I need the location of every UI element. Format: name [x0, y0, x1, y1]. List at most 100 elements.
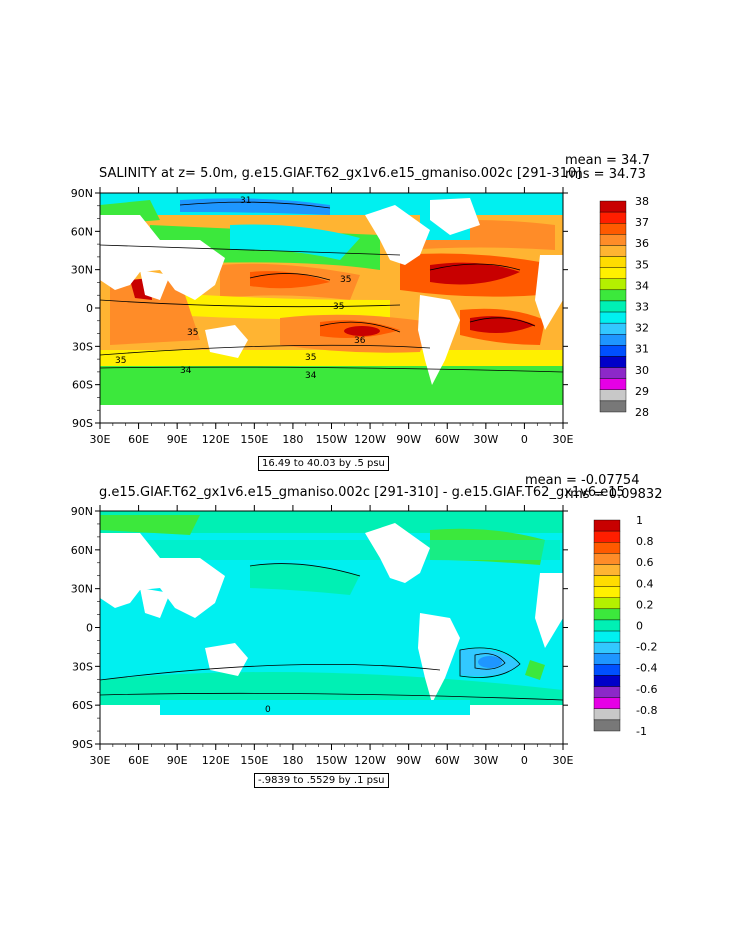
colorbar-label: -0.2	[636, 641, 657, 654]
colorbar-swatch	[599, 378, 627, 390]
colorbar-swatch	[593, 686, 621, 698]
colorbar-swatch	[593, 564, 621, 576]
top-rms: rms = 34.73	[565, 167, 646, 182]
colorbar-label: 36	[635, 237, 649, 250]
colorbar-swatch	[593, 553, 621, 565]
lon-tick-label: 150E	[240, 754, 268, 767]
colorbar-swatch	[593, 697, 621, 709]
lon-tick-label: 120W	[354, 754, 386, 767]
lat-tick-label: 30S	[72, 660, 93, 673]
top-contour-label: 35	[187, 328, 198, 338]
colorbar-label: -0.4	[636, 662, 657, 675]
top-contour-label: 35	[340, 275, 351, 285]
colorbar-label: 37	[635, 216, 649, 229]
colorbar-swatch	[599, 367, 627, 379]
lon-tick-label: 30E	[553, 754, 574, 767]
colorbar-swatch	[599, 345, 627, 357]
colorbar-label: 28	[635, 406, 649, 419]
colorbar-swatch	[593, 586, 621, 598]
colorbar-swatch	[593, 664, 621, 676]
lon-tick-label: 60E	[128, 433, 149, 446]
lon-tick-label: 150W	[316, 754, 348, 767]
lon-tick-label: 30W	[473, 754, 498, 767]
colorbar-swatch	[599, 334, 627, 346]
lon-tick-label: 90E	[167, 754, 188, 767]
top-contour-label: 35	[333, 302, 344, 312]
lon-tick-label: 120W	[354, 433, 386, 446]
colorbar-swatch	[593, 575, 621, 587]
top-axes: 90N 60N 30N 0 30S 60S 90S 30E 60E 90E 120E 150E 180 1…	[71, 187, 574, 446]
top-salinity-field	[100, 193, 563, 423]
colorbar-swatch	[593, 630, 621, 643]
colorbar-label: 0.8	[636, 535, 654, 548]
lon-tick-label: 30E	[90, 433, 111, 446]
lon-tick-label: 150E	[240, 433, 268, 446]
colorbar-label: -0.6	[636, 683, 657, 696]
colorbar-swatch	[599, 256, 627, 268]
lat-tick-label: 30N	[71, 264, 93, 277]
colorbar-label: 33	[635, 301, 649, 314]
colorbar-swatch	[599, 356, 627, 368]
lon-tick-label: 0	[521, 754, 528, 767]
colorbar-swatch	[593, 597, 621, 610]
top-contour-label: 31	[240, 196, 251, 206]
colorbar-swatch	[599, 389, 627, 402]
colorbar-label: 0.6	[636, 556, 654, 569]
colorbar-label: -1	[636, 725, 647, 738]
colorbar-label: 29	[635, 385, 649, 398]
lon-tick-label: 120E	[202, 433, 230, 446]
lat-tick-label: 60N	[71, 225, 93, 238]
lon-tick-label: 0	[521, 433, 528, 446]
colorbar-label: -0.8	[636, 704, 657, 717]
lon-tick-label: 30E	[90, 754, 111, 767]
top-contour-label: 35	[115, 356, 126, 366]
colorbar-swatch	[593, 542, 621, 554]
top-contour-label: 34	[180, 366, 192, 376]
bottom-contour-info: -.9839 to .5529 by .1 psu	[254, 773, 389, 788]
colorbar-swatch	[599, 322, 627, 335]
bottom-mean: mean = -0.07754	[525, 473, 640, 488]
lon-tick-label: 90W	[396, 433, 421, 446]
colorbar-swatch	[599, 300, 627, 313]
colorbar-swatch	[593, 608, 621, 621]
lon-tick-label: 180	[282, 433, 303, 446]
lon-tick-label: 60W	[435, 433, 460, 446]
colorbar-swatch	[593, 530, 621, 543]
lat-tick-label: 90S	[72, 738, 93, 751]
colorbar-swatch	[599, 234, 627, 246]
colorbar-swatch	[599, 267, 627, 279]
colorbar-label: 30	[635, 364, 649, 377]
colorbar-swatch	[593, 719, 621, 732]
colorbar-swatch	[593, 519, 621, 532]
bottom-contour-label: 0	[265, 705, 271, 715]
lon-tick-label: 90W	[396, 754, 421, 767]
colorbar-swatch	[599, 211, 627, 224]
bottom-difference-field	[100, 511, 563, 744]
lon-tick-label: 30W	[473, 433, 498, 446]
top-contour-label: 34	[305, 371, 317, 381]
lon-tick-label: 60E	[128, 754, 149, 767]
top-title: SALINITY at z= 5.0m, g.e15.GIAF.T62_gx1v…	[99, 166, 582, 181]
colorbar-swatch	[599, 311, 627, 324]
top-mean: mean = 34.7	[565, 153, 650, 168]
colorbar-label: 31	[635, 343, 649, 356]
lon-tick-label: 150W	[316, 433, 348, 446]
colorbar-swatch	[599, 278, 627, 291]
colorbar-label: 32	[635, 322, 649, 335]
top-contour-info: 16.49 to 40.03 by .5 psu	[258, 456, 389, 471]
lon-tick-label: 30E	[553, 433, 574, 446]
colorbar-swatch	[593, 641, 621, 654]
colorbar-swatch	[599, 200, 627, 213]
lon-tick-label: 90E	[167, 433, 188, 446]
lat-tick-label: 0	[86, 302, 93, 315]
colorbar-swatch	[593, 708, 621, 721]
bottom-title: g.e15.GIAF.T62_gx1v6.e15_gmaniso.002c [2…	[99, 485, 625, 500]
top-contour-label: 36	[354, 336, 366, 346]
bottom-rms: rms = 0.09832	[565, 487, 663, 502]
bottom-axes: 90N 60N 30N 0 30S 60S 90S 30E 60E 90E 120E 150E 180 1…	[71, 505, 574, 767]
colorbar-label: 35	[635, 258, 649, 271]
lon-tick-label: 180	[282, 754, 303, 767]
lat-tick-label: 0	[86, 622, 93, 635]
colorbar-swatch	[593, 619, 621, 632]
